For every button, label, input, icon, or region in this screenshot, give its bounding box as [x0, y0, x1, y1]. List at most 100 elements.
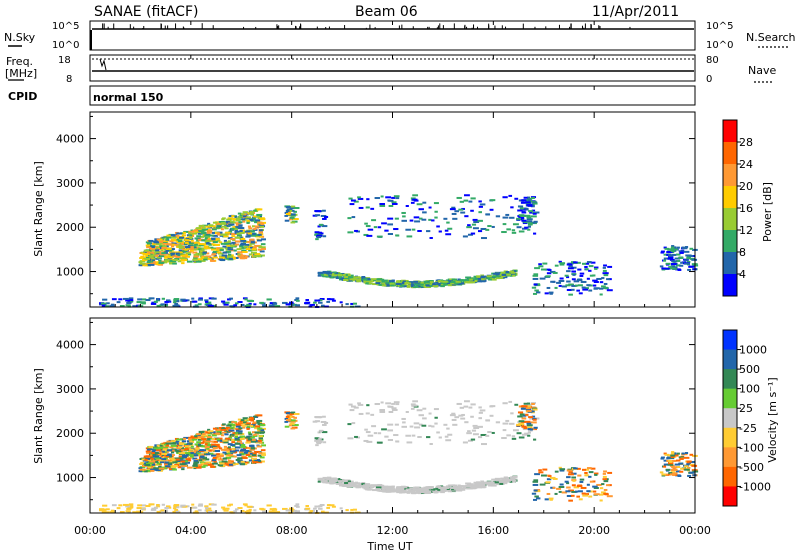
velocity-sample [531, 492, 537, 495]
velocity-sample [149, 503, 155, 506]
power-sample [451, 212, 457, 215]
velocity-sample [248, 459, 252, 462]
power-sample [363, 233, 369, 236]
power-sample [356, 280, 362, 283]
velocity-sample [241, 452, 248, 455]
power-sample [460, 282, 465, 285]
power-sample [320, 304, 325, 307]
velocity-sample [192, 438, 198, 441]
power-sample [393, 195, 400, 198]
power-sample [254, 244, 260, 247]
velocity-sample [187, 459, 192, 462]
power-sample [546, 286, 551, 289]
power-sample [258, 215, 262, 218]
velocity-sample [350, 405, 356, 408]
power-sample [585, 287, 589, 290]
velocity-sample [571, 490, 577, 493]
power-sample [153, 254, 159, 257]
velocity-sample [187, 447, 191, 450]
power-sample [161, 297, 165, 300]
velocity-sample [181, 468, 185, 471]
velocity-sample [184, 445, 190, 448]
power-sample [218, 241, 223, 244]
velocity-sample [667, 463, 674, 466]
power-sample [691, 258, 698, 261]
power-sample [219, 256, 225, 259]
power-sample [396, 281, 402, 284]
power-sample [227, 242, 232, 245]
power-sample [665, 262, 671, 265]
power-sample [144, 252, 148, 255]
velocity-sample [170, 449, 175, 452]
power-sample [525, 202, 532, 205]
power-sample [442, 280, 448, 283]
velocity-sample [317, 431, 321, 434]
power-sample [248, 218, 254, 221]
power-sample [577, 278, 582, 281]
velocity-sample [663, 463, 669, 466]
power-sample [184, 239, 190, 242]
colorbar-segment [723, 142, 737, 165]
power-scatter [98, 194, 699, 309]
velocity-sample [238, 427, 243, 430]
power-sample [243, 215, 247, 218]
power-sample [284, 219, 290, 222]
power-sample [486, 275, 492, 278]
power-sample [127, 300, 133, 303]
velocity-sample [152, 453, 156, 456]
power-sample [481, 279, 487, 282]
power-sample [674, 257, 681, 260]
power-sample [145, 299, 151, 302]
power-sample [602, 266, 606, 269]
colorbar-segment [723, 208, 737, 231]
velocity-sample [216, 453, 220, 456]
velocity-sample [464, 487, 470, 490]
power-sample [293, 210, 297, 213]
velocity-sample [544, 498, 549, 501]
power-sample [212, 256, 218, 259]
colorbar-segment [723, 230, 737, 253]
velocity-sample [239, 436, 243, 439]
velocity-sample [393, 401, 400, 404]
power-sample [255, 226, 259, 229]
power-sample [171, 245, 175, 248]
power-sample [350, 199, 356, 202]
power-sample [452, 217, 458, 220]
velocity-sample [388, 410, 394, 413]
velocity-sample [387, 423, 394, 426]
power-sample [454, 281, 460, 284]
velocity-sample [150, 508, 157, 511]
power-sample [182, 231, 186, 234]
velocity-sample [525, 407, 531, 410]
velocity-sample [205, 453, 211, 456]
velocity-sample [426, 490, 430, 493]
velocity-sample [385, 487, 391, 490]
power-sample [242, 213, 247, 216]
power-sample [372, 283, 378, 286]
velocity-sample [154, 467, 160, 470]
power-sample [180, 232, 185, 235]
power-sample [219, 234, 224, 237]
velocity-sample [195, 458, 201, 461]
power-sample [678, 250, 684, 253]
power-sample [396, 280, 400, 283]
velocity-sample [250, 447, 256, 450]
power-sample [414, 220, 421, 223]
power-sample [228, 215, 234, 218]
power-sample [147, 260, 152, 263]
power-sample [365, 278, 371, 281]
velocity-sample [205, 431, 211, 434]
velocity-sample [445, 439, 452, 442]
velocity-sample [566, 482, 570, 485]
velocity-sample [375, 486, 382, 489]
power-sample [175, 234, 180, 237]
velocity-sample [376, 441, 383, 444]
velocity-sample [230, 460, 234, 463]
power-sample [197, 303, 202, 306]
power-sample [528, 210, 533, 213]
power-sample [313, 301, 317, 304]
velocity-sample [257, 427, 263, 430]
power-sample [320, 214, 327, 217]
velocity-sample [361, 481, 366, 484]
velocity-sample [479, 409, 486, 412]
